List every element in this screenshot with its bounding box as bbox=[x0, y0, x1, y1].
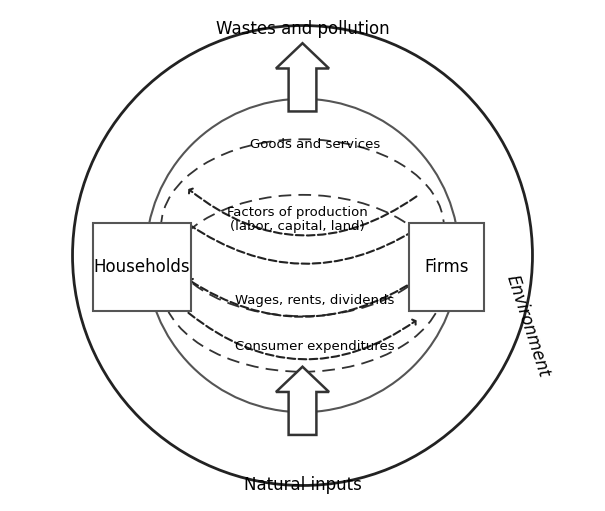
Text: Consumer expenditures: Consumer expenditures bbox=[235, 340, 395, 353]
Text: Environment: Environment bbox=[502, 273, 552, 380]
Text: Firms: Firms bbox=[424, 258, 469, 276]
Text: Goods and services: Goods and services bbox=[250, 138, 381, 151]
Text: (labor, capital, land): (labor, capital, land) bbox=[230, 220, 365, 233]
Polygon shape bbox=[276, 43, 329, 111]
Text: Natural inputs: Natural inputs bbox=[244, 476, 361, 494]
Text: Wastes and pollution: Wastes and pollution bbox=[216, 20, 389, 38]
Text: Households: Households bbox=[94, 258, 191, 276]
FancyBboxPatch shape bbox=[408, 223, 485, 311]
Text: Factors of production: Factors of production bbox=[227, 206, 368, 219]
FancyBboxPatch shape bbox=[93, 223, 191, 311]
Text: Wages, rents, dividends: Wages, rents, dividends bbox=[235, 294, 395, 308]
Polygon shape bbox=[276, 367, 329, 435]
